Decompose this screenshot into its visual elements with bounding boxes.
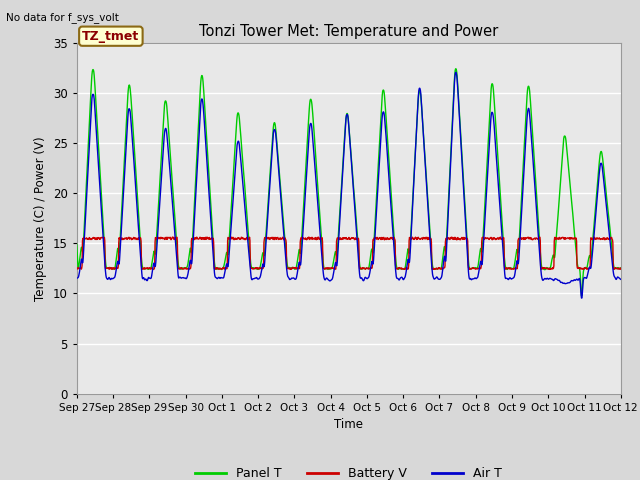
Y-axis label: Temperature (C) / Power (V): Temperature (C) / Power (V) [35, 136, 47, 300]
Text: No data for f_sys_volt: No data for f_sys_volt [6, 12, 119, 23]
Text: TZ_tmet: TZ_tmet [82, 30, 140, 43]
Legend: Panel T, Battery V, Air T: Panel T, Battery V, Air T [190, 462, 508, 480]
Title: Tonzi Tower Met: Temperature and Power: Tonzi Tower Met: Temperature and Power [199, 24, 499, 39]
X-axis label: Time: Time [334, 418, 364, 431]
